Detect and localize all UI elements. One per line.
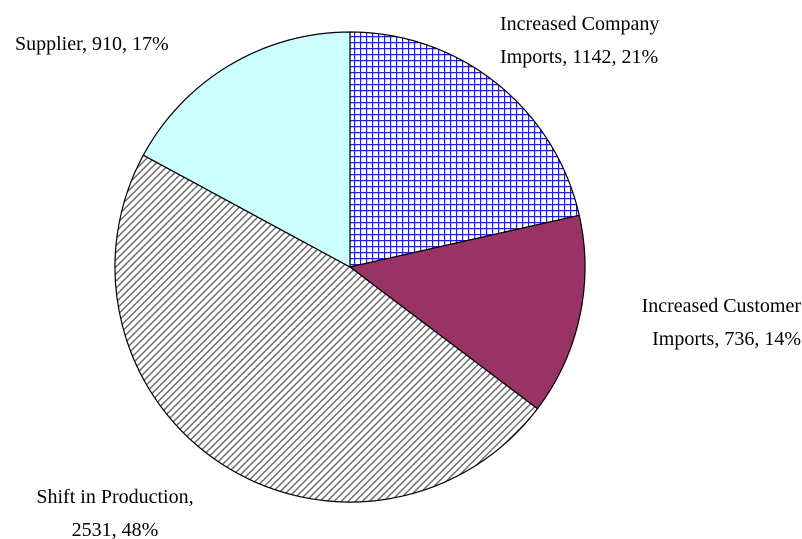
slice-label-line: Increased Customer	[642, 295, 802, 317]
slice-label-line: Imports, 736, 14%	[652, 328, 801, 350]
slice-label-line: Imports, 1142, 21%	[500, 46, 658, 68]
slice-label-increased-customer-imports: Increased Customer Imports, 736, 14%	[642, 295, 802, 350]
slice-label-line: Supplier, 910, 17%	[15, 33, 169, 55]
slice-label-increased-company-imports: Increased Company Imports, 1142, 21%	[500, 13, 659, 68]
pie-slice-increased-customer-imports	[348, 214, 586, 410]
slice-label-shift-in-production: Shift in Production, 2531, 48%	[36, 486, 193, 539]
slice-label-line: Increased Company	[500, 13, 659, 35]
slice-label-line: 2531, 48%	[72, 519, 159, 539]
pie-slice-shift-in-production	[114, 154, 539, 503]
slice-label-line: Shift in Production,	[36, 486, 193, 508]
pie-slices	[114, 31, 586, 503]
pie-slice-increased-company-imports	[349, 31, 580, 268]
slice-labels: Increased Company Imports, 1142, 21%Incre…	[15, 13, 801, 539]
slice-label-supplier: Supplier, 910, 17%	[15, 33, 169, 55]
pie-slice-supplier	[142, 31, 351, 269]
